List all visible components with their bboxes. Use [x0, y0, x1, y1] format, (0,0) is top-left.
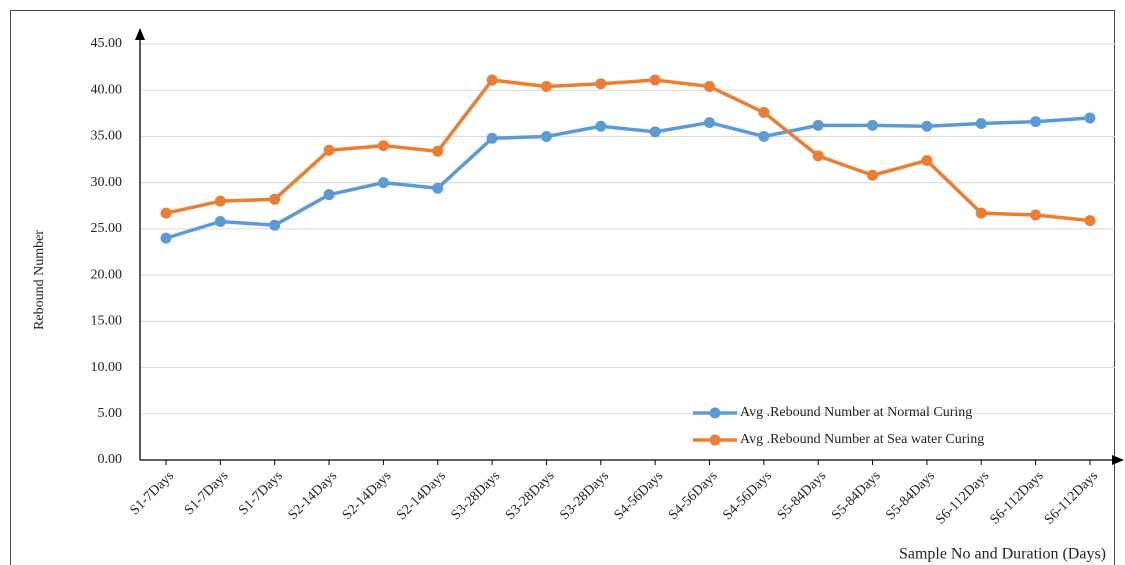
y-tick-label: 45.00 — [91, 36, 123, 51]
data-point — [486, 132, 498, 144]
data-point — [1030, 209, 1042, 221]
x-tick-label: S6-112Days — [933, 468, 992, 527]
data-point — [486, 74, 498, 86]
data-point — [1084, 215, 1096, 227]
data-point — [595, 78, 607, 90]
x-tick-label: S1-7Days — [236, 468, 286, 518]
x-tick-label: S1-7Days — [127, 468, 177, 518]
data-point — [269, 193, 281, 205]
x-tick-label: S2-14Days — [394, 468, 449, 523]
legend-label: Avg .Rebound Number at Normal Curing — [740, 405, 972, 420]
data-point — [975, 207, 987, 219]
data-point — [540, 81, 552, 93]
x-tick-label: S1-7Days — [182, 468, 232, 518]
x-tick-label: S4-56Days — [612, 468, 667, 523]
x-tick-label: S3-28Days — [449, 468, 504, 523]
data-point — [649, 126, 661, 138]
data-point — [214, 195, 226, 207]
x-tick-label: S6-112Days — [988, 468, 1047, 527]
data-point — [812, 150, 824, 162]
data-point — [540, 130, 552, 142]
x-tick-label: S2-14Days — [340, 468, 395, 523]
data-point — [269, 219, 281, 231]
data-point — [377, 177, 389, 189]
data-point — [975, 118, 987, 130]
data-point — [1084, 112, 1096, 124]
x-tick-label: S3-28Days — [557, 468, 612, 523]
data-point — [1030, 116, 1042, 128]
data-point — [323, 189, 335, 201]
y-tick-label: 0.00 — [98, 452, 123, 467]
data-point — [867, 169, 879, 181]
data-point — [160, 232, 172, 244]
axes — [139, 32, 1118, 461]
x-tick-label: S4-56Days — [666, 468, 721, 523]
y-tick-label: 5.00 — [98, 406, 123, 421]
axis-arrows — [135, 28, 1124, 465]
y-tick-label: 20.00 — [91, 267, 123, 282]
x-tick-label: S4-56Days — [720, 468, 775, 523]
data-point — [214, 215, 226, 227]
data-point — [160, 207, 172, 219]
y-tick-label: 10.00 — [91, 360, 123, 375]
data-point — [704, 81, 715, 93]
data-point — [323, 144, 335, 156]
x-tick-label: S6-112Days — [1042, 468, 1101, 527]
y-axis-title: Rebound Number — [32, 230, 47, 330]
data-point — [377, 140, 389, 152]
legend-marker — [709, 407, 721, 419]
grid — [140, 43, 1115, 415]
data-point — [867, 119, 879, 131]
y-tick-label: 15.00 — [91, 314, 123, 329]
legend-marker — [709, 434, 721, 446]
data-point — [758, 106, 770, 118]
series-line — [165, 78, 1091, 223]
data-point — [758, 130, 770, 142]
x-tick-label: S5-84Days — [775, 468, 830, 523]
y-tick-label: 40.00 — [91, 82, 123, 97]
x-tick-label: S5-84Days — [883, 468, 938, 523]
frame — [10, 10, 1115, 565]
series-line — [165, 116, 1091, 240]
data-point — [432, 145, 444, 157]
x-tick-label: S2-14Days — [286, 468, 341, 523]
y-tick-label: 30.00 — [91, 175, 123, 190]
data-point — [649, 74, 661, 86]
x-tick-label: S3-28Days — [503, 468, 558, 523]
data-point — [921, 120, 933, 132]
y-tick-label: 25.00 — [91, 221, 123, 236]
data-point — [921, 154, 933, 166]
y-tick-label: 35.00 — [91, 129, 123, 144]
data-point — [595, 120, 607, 132]
legend-label: Avg .Rebound Number at Sea water Curing — [740, 432, 984, 447]
data-point — [704, 117, 715, 129]
x-tick-label: S5-84Days — [829, 468, 884, 523]
data-point — [432, 182, 444, 194]
x-axis-title: Sample No and Duration (Days) — [899, 546, 1106, 563]
data-point — [812, 119, 824, 131]
